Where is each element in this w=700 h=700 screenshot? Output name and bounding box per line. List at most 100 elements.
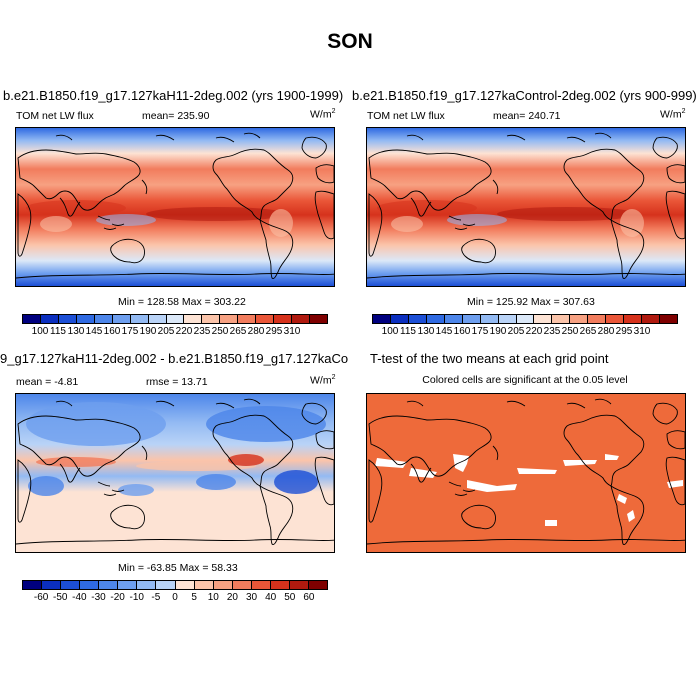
colorbar-tick-label: -60 [33,592,49,603]
colorbar-swatch [534,315,553,323]
colorbar-swatch [498,315,517,323]
colorbar-tick-label: 0 [172,592,178,603]
colorbar-swatch [251,581,271,589]
colorbar-swatch [480,315,499,323]
colorbar-swatch [213,581,233,589]
minmax-bottom-left: Min = -63.85 Max = 58.33 [118,562,238,574]
colorbar-tick-label: -50 [53,592,68,603]
colorbar-swatch [23,315,41,323]
mean-label-top-left: mean= 235.90 [142,110,210,122]
colorbar-swatch [118,581,138,589]
colorbar-tick-label: 295 [265,326,283,337]
colorbar-tick-label: 295 [615,326,633,337]
map-top-left-svg [16,128,334,286]
colorbar-tick-label: 310 [633,326,651,337]
map-top-left [15,127,335,287]
map-bottom-left [15,393,335,553]
colorbar-tick-label: -30 [91,592,106,603]
colorbar-swatch [552,315,571,323]
colorbar-tick-label: 310 [283,326,301,337]
colorbar-swatch [184,315,203,323]
colorbar-ticks-top-left: 100 115 130 145 160 175 190 205 220 235 250 265 280 2… [22,326,328,340]
mean-label-top-right: mean= 240.71 [493,110,561,122]
colorbar-swatch [308,581,327,589]
minmax-top-left: Min = 128.58 Max = 303.22 [118,296,246,308]
colorbar-tick-label: 235 [193,326,211,337]
colorbar-swatch [112,315,131,323]
colorbar-tick-label: 190 [489,326,507,337]
main-title: SON [327,30,373,53]
colorbar-swatch [61,581,81,589]
colorbar-tick-label: 250 [561,326,579,337]
colorbar-swatch [570,315,589,323]
colorbar-tick-label: 5 [191,592,197,603]
panel-title-bottom-right: T-test of the two means at each grid poi… [370,351,609,366]
colorbar-tick-label: 115 [400,326,416,337]
colorbar-swatch [40,315,59,323]
colorbar-swatch [390,315,409,323]
colorbar-ticks-bottom-left: -60 -50 -40 -30 -20 -10 -5 0 5 10 20 30 40 50 60 [22,592,328,606]
colorbar-swatch [624,315,643,323]
colorbar-tick-label: 265 [229,326,247,337]
colorbar-top-right [372,314,678,324]
colorbar-swatch [238,315,257,323]
colorbar-swatch [194,581,214,589]
colorbar-tick-label: 100 [31,326,49,337]
colorbar-swatch [642,315,660,323]
colorbar-swatch [80,581,100,589]
colorbar-swatch [202,315,221,323]
colorbar-tick-label: 250 [211,326,229,337]
colorbar-tick-label: 145 [435,326,453,337]
colorbar-swatch [444,315,463,323]
colorbar-swatch [156,581,176,589]
colorbar-tick-label: 220 [175,326,193,337]
rmse-label-bottom-left: rmse = 13.71 [146,376,208,388]
colorbar-tick-label: 50 [284,592,296,603]
colorbar-tick-label: 145 [85,326,103,337]
colorbar-swatch [660,315,677,323]
colorbar-swatch [516,315,535,323]
colorbar-swatch [232,581,252,589]
mean-label-bottom-left: mean = -4.81 [16,376,79,388]
colorbar-swatch [256,315,275,323]
colorbar-swatch [408,315,427,323]
map-top-right [366,127,686,287]
colorbar-swatch [373,315,391,323]
colorbar-swatch [289,581,309,589]
colorbar-tick-label: 235 [543,326,561,337]
colorbar-swatch [130,315,149,323]
colorbar-tick-label: -10 [129,592,144,603]
units-label-top-left: W/m2 [310,108,336,121]
colorbar-tick-label: -5 [151,592,161,603]
subtitle-bottom-right: Colored cells are significant at the 0.0… [422,374,628,386]
colorbar-swatch [94,315,113,323]
colorbar-tick-label: 175 [121,326,139,337]
colorbar-ticks-top-right: 100 115 130 145 160 175 190 205 220 235 250 265 280 2… [372,326,678,340]
colorbar-swatch [274,315,293,323]
variable-label-top-left: TOM net LW flux [16,110,94,122]
colorbar-tick-label: 205 [507,326,525,337]
colorbar-swatch [99,581,119,589]
map-bottom-right [366,393,686,553]
colorbar-tick-label: 10 [207,592,219,603]
colorbar-tick-label: 160 [453,326,471,337]
colorbar-tick-label: 160 [103,326,121,337]
colorbar-swatch [310,315,327,323]
units-label-top-right: W/m2 [660,108,686,121]
colorbar-bottom-left [22,580,328,590]
panel-title-bottom-left: 9_g17.127kaH11-2deg.002 - b.e21.B1850.f1… [0,351,348,366]
colorbar-tick-label: 175 [471,326,489,337]
colorbar-swatch [76,315,95,323]
colorbar-swatch [292,315,310,323]
variable-label-top-right: TOM net LW flux [367,110,445,122]
colorbar-swatch [606,315,625,323]
colorbar-swatch [426,315,445,323]
colorbar-swatch [270,581,290,589]
colorbar-tick-label: 190 [139,326,157,337]
colorbar-tick-label: 100 [381,326,399,337]
colorbar-tick-label: 205 [157,326,175,337]
panel-title-top-left: b.e21.B1850.f19_g17.127kaH11-2deg.002 (y… [3,88,344,103]
units-label-bottom-left: W/m2 [310,374,336,387]
colorbar-tick-label: -40 [72,592,87,603]
colorbar-swatch [166,315,185,323]
